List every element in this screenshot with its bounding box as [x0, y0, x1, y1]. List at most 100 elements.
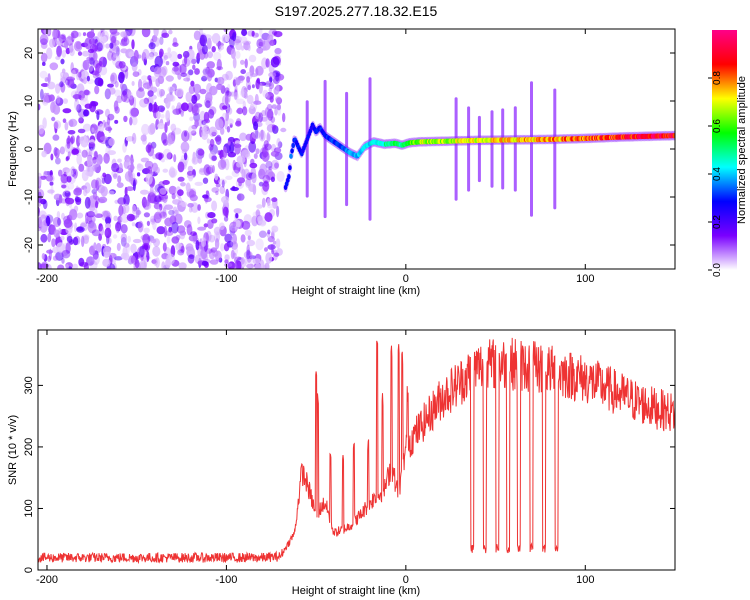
- noise-blob: [268, 72, 277, 78]
- noise-blob: [166, 235, 171, 244]
- noise-blob: [232, 159, 236, 172]
- noise-blob: [84, 182, 91, 194]
- noise-blob: [251, 84, 255, 89]
- noise-blob: [271, 197, 278, 202]
- vertical-streaks: [305, 77, 557, 221]
- noise-blob: [265, 252, 273, 264]
- noise-blob: [120, 48, 128, 54]
- noise-blob: [131, 39, 135, 50]
- noise-blob: [171, 105, 175, 111]
- noise-blob: [144, 199, 150, 207]
- noise-blob: [177, 161, 185, 173]
- noise-blob: [239, 36, 248, 44]
- noise-blob: [56, 95, 61, 104]
- noise-blob: [107, 113, 115, 121]
- noise-blob: [232, 31, 237, 42]
- carrier-point: [291, 142, 296, 149]
- noise-blob: [235, 259, 239, 269]
- noise-blob: [271, 124, 277, 130]
- noise-blob: [245, 153, 251, 160]
- noise-blob: [142, 233, 151, 246]
- noise-blob: [78, 163, 85, 172]
- noise-blob: [229, 223, 238, 232]
- noise-blob: [243, 87, 248, 94]
- noise-blob: [120, 82, 124, 90]
- noise-blob: [240, 45, 245, 51]
- noise-blob: [224, 94, 229, 106]
- noise-blob: [172, 199, 181, 205]
- noise-blob: [114, 89, 121, 97]
- x-tick-label: -200: [36, 574, 58, 586]
- noise-blob: [203, 196, 212, 203]
- noise-blob: [150, 238, 157, 244]
- noise-blob: [263, 140, 269, 148]
- noise-blob: [100, 30, 109, 43]
- snr-series-line: [38, 337, 675, 565]
- noise-blob: [61, 184, 67, 189]
- noise-blob: [95, 242, 102, 253]
- noise-blob: [234, 143, 241, 155]
- noise-blob: [82, 50, 90, 57]
- noise-blob: [248, 141, 257, 153]
- noise-blob: [107, 83, 114, 88]
- noise-blob: [139, 260, 147, 269]
- noise-blob: [93, 51, 98, 61]
- noise-blob: [125, 158, 131, 166]
- noise-blob: [169, 51, 178, 63]
- noise-blob: [148, 90, 154, 96]
- spectral-streak: [501, 108, 505, 190]
- noise-blob: [216, 58, 222, 71]
- noise-blob: [40, 38, 48, 46]
- noise-blob: [65, 156, 69, 162]
- noise-blob: [166, 137, 173, 146]
- noise-blob: [41, 150, 47, 158]
- noise-blob: [120, 90, 128, 103]
- y-tick-label: 0: [23, 146, 35, 152]
- noise-blob: [107, 150, 116, 156]
- noise-blob: [157, 75, 165, 85]
- noise-blob: [241, 149, 251, 158]
- y-tick-label: 200: [23, 438, 35, 456]
- noise-blob: [265, 93, 270, 99]
- noise-blob: [258, 220, 267, 226]
- x-tick-label: 100: [576, 574, 594, 586]
- noise-blob: [176, 102, 182, 109]
- noise-blob: [275, 96, 282, 103]
- noise-blob: [102, 172, 107, 178]
- noise-blob: [255, 238, 264, 251]
- noise-blob: [42, 61, 46, 66]
- noise-blob: [215, 190, 219, 196]
- noise-blob: [201, 75, 208, 82]
- noise-blob: [262, 174, 271, 184]
- spectral-streak: [530, 81, 533, 217]
- noise-blob: [154, 37, 160, 47]
- noise-blob: [66, 141, 71, 149]
- noise-blob: [86, 56, 91, 62]
- noise-blob: [39, 33, 49, 45]
- noise-blob: [150, 66, 155, 71]
- noise-blob: [154, 195, 162, 203]
- noise-blob: [165, 97, 171, 109]
- noise-blob: [207, 212, 216, 219]
- noise-blob: [193, 112, 201, 122]
- noise-blob: [229, 142, 235, 154]
- noise-blob: [120, 31, 127, 38]
- noise-blob: [235, 120, 242, 127]
- noise-blob: [140, 157, 150, 163]
- noise-blob: [211, 129, 219, 136]
- noise-blob: [265, 58, 270, 68]
- noise-blob: [73, 235, 81, 245]
- noise-blob: [38, 217, 45, 227]
- noise-blob: [207, 109, 215, 119]
- noise-blob: [89, 260, 98, 269]
- noise-blob: [159, 48, 164, 57]
- noise-blob: [188, 125, 197, 134]
- noise-blob: [190, 231, 197, 237]
- noise-blob: [109, 29, 118, 35]
- noise-blob: [111, 52, 117, 61]
- noise-blob: [191, 105, 200, 116]
- noise-blob: [162, 180, 170, 185]
- noise-blob: [270, 56, 280, 68]
- noise-blob: [101, 177, 106, 184]
- noise-blob: [100, 225, 104, 236]
